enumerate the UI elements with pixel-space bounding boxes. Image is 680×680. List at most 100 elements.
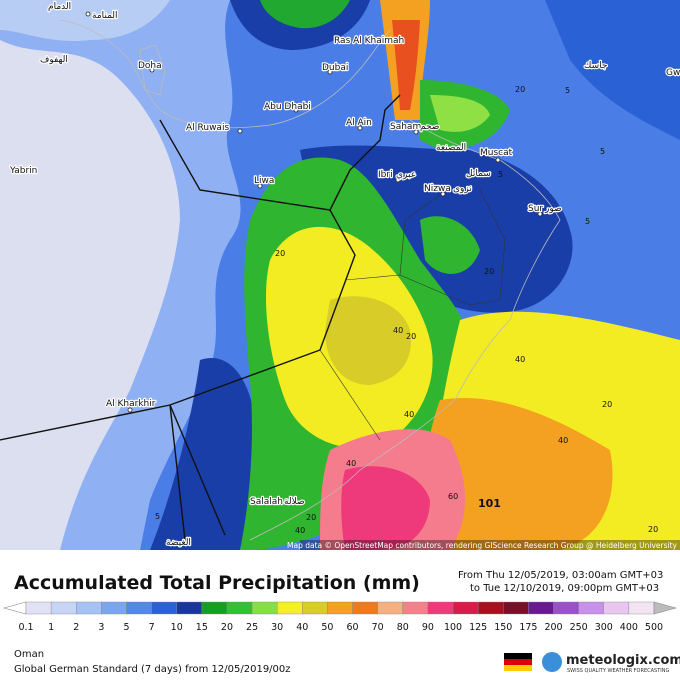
- scale-label: 30: [271, 622, 283, 633]
- city-dot: [149, 67, 155, 73]
- scale-swatch: [578, 601, 604, 615]
- scale-label: 150: [494, 622, 512, 633]
- place-label: Ibri: [378, 170, 393, 180]
- scale-label: 3: [98, 622, 104, 633]
- scale-swatch: [50, 601, 77, 615]
- scale-label: 10: [171, 622, 183, 633]
- scale-label: 1: [48, 622, 54, 633]
- scale-swatch: [553, 601, 579, 615]
- province-lines: [319, 189, 506, 441]
- place-label: نزوى: [453, 184, 472, 194]
- attribution: Map data © OpenStreetMap contributors, r…: [287, 541, 678, 550]
- field-lime-north: [430, 95, 490, 132]
- scale-swatch: [402, 601, 429, 615]
- place-label: جاسك: [584, 61, 607, 71]
- arrow-low: [2, 601, 27, 615]
- contour-label: 40: [558, 436, 568, 445]
- contour-label: 5: [600, 147, 605, 156]
- flag-red: [504, 659, 532, 665]
- period-from: From Thu 12/05/2019, 03:00am GMT+03: [458, 570, 663, 581]
- city-dot: [269, 497, 275, 503]
- scale-swatch: [427, 601, 454, 615]
- scale-swatch: [201, 601, 228, 615]
- contour-label: 40: [393, 326, 403, 335]
- city-dot: [257, 183, 263, 189]
- place-label: Dubai: [322, 63, 348, 73]
- scale-swatch: [151, 601, 177, 615]
- scale-label: 0.1: [18, 622, 33, 633]
- scale-swatch: [251, 601, 278, 615]
- place-label: سمائل: [466, 169, 491, 179]
- contour-label: 5: [498, 170, 503, 179]
- gulf-coast: [59, 19, 391, 129]
- scale-label: 125: [469, 622, 487, 633]
- brand: meteologix.com: [566, 653, 680, 668]
- city-dot: [440, 191, 446, 197]
- place-label: عبري: [396, 170, 416, 180]
- city-dot: [357, 125, 363, 131]
- scale-swatch: [302, 601, 328, 615]
- scale-label: 2: [73, 622, 79, 633]
- scale-label: 250: [570, 622, 588, 633]
- scale-label: 5: [123, 622, 129, 633]
- city-dot: [127, 407, 133, 413]
- field-pale: [0, 40, 180, 550]
- precip-field: [0, 0, 680, 550]
- border-yemen-2: [169, 404, 186, 541]
- precipitation-map: الدمام المنامة الهفوف Doha Ras Al Khaimah Dub…: [0, 0, 680, 550]
- flag-gold: [504, 665, 532, 671]
- legend: Accumulated Total Precipitation (mm) Fro…: [2, 570, 680, 675]
- scale-label: 175: [519, 622, 537, 633]
- city-dot: [537, 211, 543, 217]
- legend-title: Accumulated Total Precipitation (mm): [14, 572, 420, 594]
- city-dot: [327, 69, 333, 75]
- field-olive: [325, 296, 411, 385]
- scale-swatch: [352, 601, 378, 615]
- scale-label: 80: [397, 622, 409, 633]
- contour-label: 60: [448, 492, 458, 501]
- scale-swatch: [477, 601, 504, 615]
- contour-label: 5: [155, 512, 160, 521]
- place-label: Sur: [528, 204, 543, 214]
- city-dot: [237, 128, 243, 134]
- scale-swatch: [226, 601, 253, 615]
- field-pale-blue: [0, 0, 170, 42]
- contour-label: 20: [306, 513, 316, 522]
- scale-swatch: [528, 601, 554, 615]
- scale-swatch: [277, 601, 303, 615]
- place-label: Gw: [666, 68, 680, 78]
- logo-icon: [542, 652, 562, 672]
- field-navy-west: [150, 358, 257, 550]
- contour-label: 20: [602, 400, 612, 409]
- place-label: Al Ain: [346, 118, 372, 128]
- qatar: [139, 44, 166, 96]
- max-label: 101: [478, 497, 501, 510]
- city-dot: [85, 11, 91, 17]
- scale-label: 70: [372, 622, 384, 633]
- contour-label: 20: [484, 267, 494, 276]
- place-label: Saham: [390, 122, 421, 132]
- scale-label: 200: [544, 622, 562, 633]
- place-label: Al Kharkhir: [106, 399, 156, 409]
- scale-swatch: [25, 601, 52, 615]
- map-labels: الدمام المنامة الهفوف Doha Ras Al Khaimah Dub…: [8, 1, 680, 549]
- city-dot: [413, 129, 419, 135]
- border-uae: [329, 94, 401, 211]
- field-pink: [341, 466, 430, 550]
- contour-label: 5: [585, 217, 590, 226]
- scale-swatch: [76, 601, 102, 615]
- scale-label: 100: [444, 622, 462, 633]
- city-dot: [293, 107, 299, 113]
- scale-label: 50: [321, 622, 333, 633]
- scale-swatch: [377, 601, 403, 615]
- place-label: الهفوف: [40, 55, 68, 65]
- scale-label: 25: [246, 622, 258, 633]
- border-yemen: [169, 404, 226, 536]
- scale-swatch: [452, 601, 479, 615]
- field-red-north: [392, 20, 420, 110]
- place-label: Salalah: [250, 497, 283, 507]
- place-label: Abu Dhabi: [264, 102, 311, 112]
- place-label: Doha: [138, 61, 162, 71]
- flag: [504, 653, 532, 671]
